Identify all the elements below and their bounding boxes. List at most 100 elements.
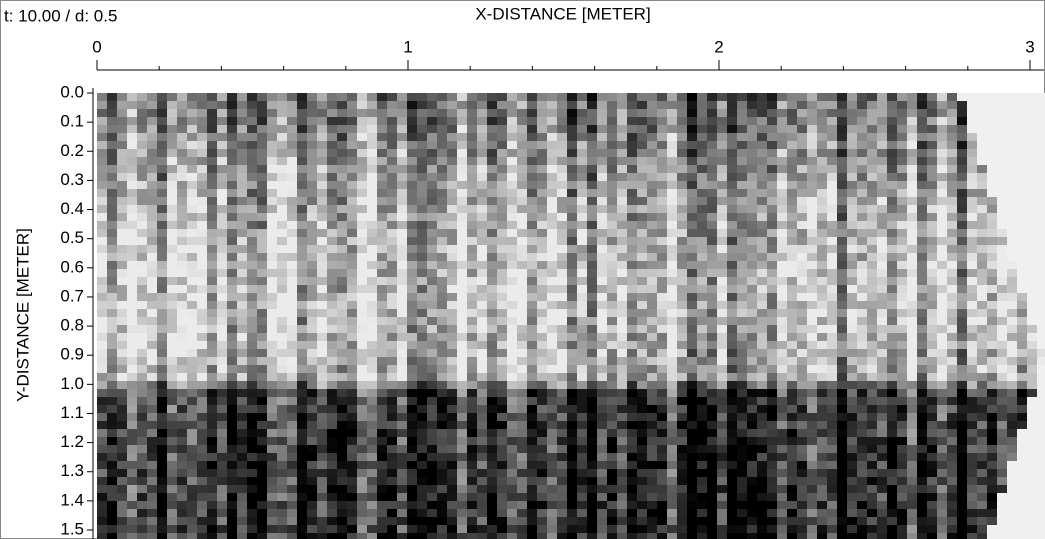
scan-cell [297,261,307,269]
scan-cell [1027,501,1037,509]
scan-cell [197,493,207,501]
scan-cell [987,477,997,485]
scan-cell [757,229,767,237]
scan-cell [237,101,247,109]
scan-cell [617,205,627,213]
scan-cell [517,125,527,133]
scan-cell [647,245,657,253]
scan-cell [147,149,157,157]
scan-cell [407,365,417,373]
scan-cell [657,317,667,325]
scan-cell [627,301,637,309]
scan-cell [387,229,397,237]
scan-cell [937,277,947,285]
scan-cell [987,149,997,157]
scan-cell [497,493,507,501]
scan-cell [747,173,757,181]
scan-cell [997,93,1007,101]
scan-cell [487,149,497,157]
scan-cell [697,349,707,357]
scan-cell [637,493,647,501]
scan-cell [557,493,567,501]
scan-cell [367,293,377,301]
scan-cell [777,349,787,357]
scan-cell [477,445,487,453]
scan-cell [307,365,317,373]
scan-cell [307,469,317,477]
scan-cell [487,469,497,477]
scan-cell [997,173,1007,181]
scan-cell [677,365,687,373]
scan-cell [687,189,697,197]
scan-cell [297,165,307,173]
scan-cell [707,389,717,397]
scan-cell [887,301,897,309]
scan-cell [967,373,977,381]
scan-cell [827,477,837,485]
scan-cell [787,293,797,301]
scan-cell [447,101,457,109]
scan-cell [797,149,807,157]
scan-cell [107,357,117,365]
scan-cell [97,261,107,269]
scan-cell [487,109,497,117]
scan-cell [657,133,667,141]
scan-cell [117,325,127,333]
scan-cell [637,277,647,285]
scan-cell [547,381,557,389]
scan-cell [357,133,367,141]
scan-cell [867,173,877,181]
scan-cell [667,165,677,173]
scan-cell [137,221,147,229]
scan-cell [807,413,817,421]
scan-cell [907,357,917,365]
scan-cell [397,141,407,149]
scan-cell [447,373,457,381]
scan-cell [487,429,497,437]
scan-cell [557,453,567,461]
scan-cell [897,165,907,173]
scan-cell [157,189,167,197]
scan-cell [1007,325,1017,333]
scan-cell [1007,317,1017,325]
scan-cell [437,421,447,429]
scan-cell [997,405,1007,413]
scan-cell [647,437,657,445]
scan-cell [407,373,417,381]
scan-cell [667,301,677,309]
scan-cell [497,509,507,517]
scan-cell [517,117,527,125]
scan-cell [537,93,547,101]
scan-cell [227,253,237,261]
scan-cell [347,413,357,421]
scan-cell [467,133,477,141]
scan-cell [307,429,317,437]
scan-cell [827,349,837,357]
scan-cell [347,461,357,469]
scan-cell [377,509,387,517]
scan-cell [117,141,127,149]
scan-cell [367,509,377,517]
scan-cell [647,181,657,189]
scan-cell [357,197,367,205]
scan-cell [297,421,307,429]
scan-cell [997,493,1007,501]
scan-cell [977,421,987,429]
scan-cell [477,125,487,133]
scan-cell [477,133,487,141]
scan-cell [867,461,877,469]
scan-cell [977,237,987,245]
scan-cell [607,197,617,205]
scan-cell [177,509,187,517]
scan-cell [817,493,827,501]
scan-cell [707,317,717,325]
scan-cell [127,109,137,117]
scan-cell [667,237,677,245]
scan-cell [817,477,827,485]
scan-cell [867,325,877,333]
scan-cell [277,421,287,429]
scan-cell [587,469,597,477]
scan-cell [927,157,937,165]
scan-cell [477,285,487,293]
scan-cell [387,165,397,173]
